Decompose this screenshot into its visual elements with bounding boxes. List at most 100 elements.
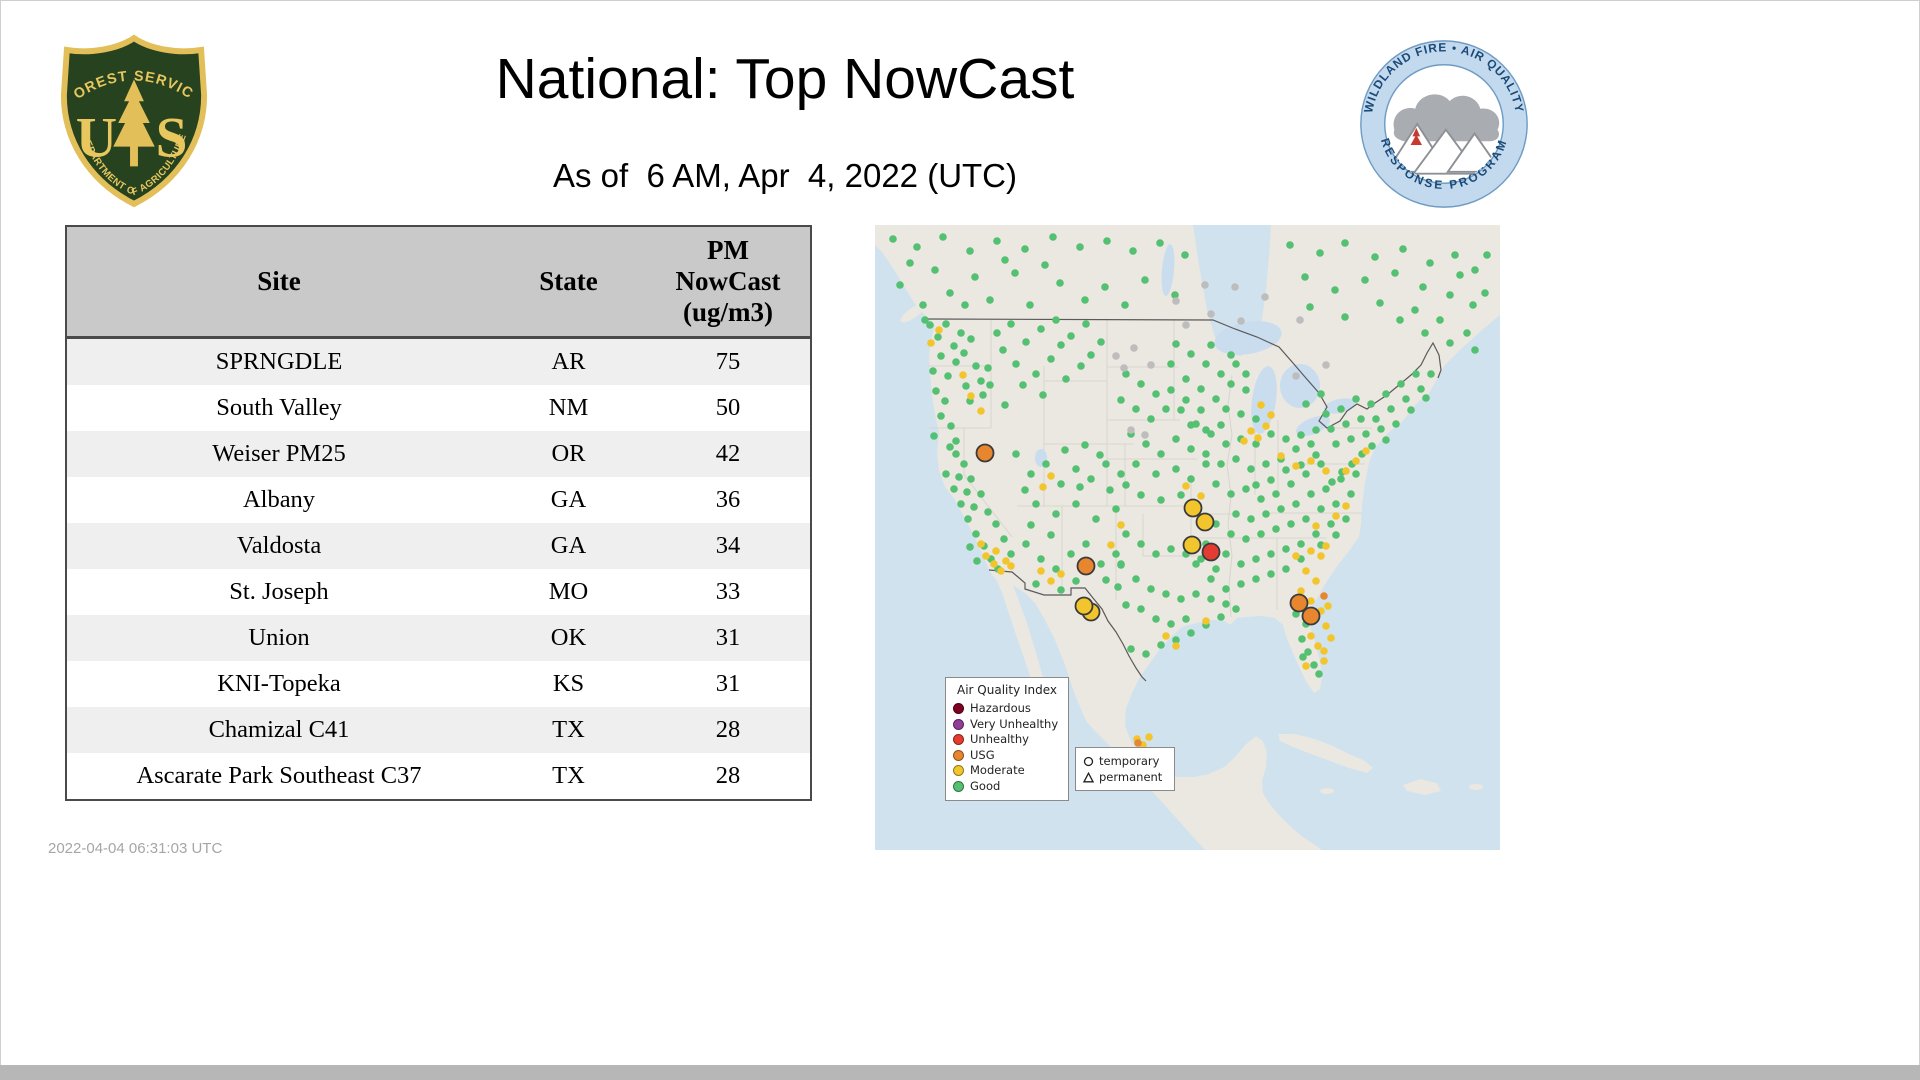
monitor-dot-good	[1362, 430, 1370, 438]
monitor-dot-good	[1317, 460, 1325, 468]
marker-legend-item: permanent	[1083, 769, 1167, 785]
monitor-dot-good	[942, 320, 950, 328]
site-cell: Union	[248, 624, 310, 651]
monitor-dot-good	[1257, 530, 1265, 538]
monitor-dot-good	[1102, 460, 1110, 468]
monitor-dot-good	[1027, 470, 1035, 478]
monitor-dot-good	[1000, 535, 1008, 543]
monitor-dot-good	[1057, 341, 1065, 349]
top-site-marker-usg	[1289, 593, 1309, 613]
monitor-dot-good	[1242, 535, 1250, 543]
vancouver-island	[900, 303, 926, 323]
pm-value-cell: 42	[715, 440, 741, 467]
pm-value-cell: 28	[715, 716, 741, 743]
monitor-dot-good	[906, 259, 914, 267]
monitor-dot-inactive	[1231, 283, 1239, 291]
monitor-dot-good	[1328, 478, 1336, 486]
monitor-dot-good	[977, 490, 985, 498]
monitor-dot-good	[1232, 510, 1240, 518]
state-cell: MO	[548, 578, 589, 605]
monitor-dot-good	[1172, 636, 1180, 644]
us-air-quality-map: Air Quality Index Hazardous Very Unhealth…	[875, 225, 1500, 850]
monitor-dot-moderate	[1039, 483, 1047, 491]
monitor-dot-good	[1026, 301, 1034, 309]
monitor-dots-layer	[889, 233, 1491, 757]
monitor-dot-good	[1197, 385, 1205, 393]
monitor-dot-good	[1137, 491, 1145, 499]
monitor-dot-good	[1341, 313, 1349, 321]
aqi-legend-label: USG	[970, 747, 995, 762]
monitor-dot-good	[1157, 496, 1165, 504]
monitor-dot-good	[1032, 370, 1040, 378]
monitor-dot-good	[1247, 515, 1255, 523]
monitor-dot-inactive	[1322, 361, 1330, 369]
monitor-dot-good	[1387, 405, 1395, 413]
monitor-dot-good	[1232, 455, 1240, 463]
monitor-dot-good	[1001, 256, 1009, 264]
monitor-dot-good	[1167, 360, 1175, 368]
monitor-dot-good	[1247, 465, 1255, 473]
monitor-dot-good	[1156, 239, 1164, 247]
monitor-dot-good	[1217, 613, 1225, 621]
monitor-dot-good	[1222, 600, 1230, 608]
aqi-legend-item: Very Unhealthy	[953, 717, 1061, 733]
col-header-state: State	[491, 226, 646, 339]
monitor-dot-moderate	[1182, 482, 1190, 490]
monitor-dot-good	[1152, 470, 1160, 478]
monitor-dot-good	[1207, 575, 1215, 583]
monitor-dot-good	[950, 342, 958, 350]
monitor-dot-good	[966, 247, 974, 255]
monitor-dot-good	[1298, 635, 1306, 643]
state-cell: KS	[552, 670, 585, 697]
monitor-dot-moderate	[1057, 570, 1065, 578]
monitor-dot-good	[926, 321, 934, 329]
monitor-dot-good	[1007, 320, 1015, 328]
monitor-dot-good	[1001, 401, 1009, 409]
monitor-dot-good	[1310, 661, 1318, 669]
monitor-dot-good	[1022, 338, 1030, 346]
monitor-dot-good	[1181, 251, 1189, 259]
monitor-dot-good	[979, 391, 987, 399]
monitor-dot-inactive	[1141, 431, 1149, 439]
table-row: SPRNGDLE AR 75	[66, 337, 811, 385]
monitor-dot-moderate	[1047, 577, 1055, 585]
aqi-legend-item: Moderate	[953, 763, 1061, 779]
monitor-dot-good	[1021, 245, 1029, 253]
monitor-dot-good	[1347, 490, 1355, 498]
monitor-dot-good	[1047, 531, 1055, 539]
monitor-dot-good	[1446, 291, 1454, 299]
monitor-dot-good	[1052, 316, 1060, 324]
monitor-dot-good	[1049, 233, 1057, 241]
monitor-dot-good	[1352, 470, 1360, 478]
monitor-dot-inactive	[1172, 297, 1180, 305]
monitor-dot-good	[1267, 476, 1275, 484]
monitor-dot-good	[1267, 550, 1275, 558]
monitor-dot-good	[1412, 370, 1420, 378]
monitor-dot-moderate	[1117, 521, 1125, 529]
monitor-dot-good	[1317, 390, 1325, 398]
monitor-dot-moderate	[1327, 634, 1335, 642]
monitor-dot-good	[1331, 286, 1339, 294]
monitor-dot-good	[952, 358, 960, 366]
monitor-dot-good	[1137, 605, 1145, 613]
monitor-dot-good	[1222, 550, 1230, 558]
monitor-dot-good	[941, 397, 949, 405]
monitor-dot-moderate	[1292, 552, 1300, 560]
monitor-dot-good	[1292, 500, 1300, 508]
monitor-dot-good	[1052, 565, 1060, 573]
monitor-dot-good	[1481, 289, 1489, 297]
monitor-dot-good	[986, 296, 994, 304]
col-header-pm-nowcast: PM NowCast (ug/m3)	[646, 226, 811, 339]
monitor-dot-good	[1012, 360, 1020, 368]
monitor-dot-good	[921, 316, 929, 324]
monitor-dot-moderate	[1307, 547, 1315, 555]
monitor-dot-good	[1122, 481, 1130, 489]
monitor-dot-good	[1039, 391, 1047, 399]
monitor-dot-good	[1372, 415, 1380, 423]
monitor-dot-moderate	[1307, 597, 1315, 605]
monitor-dot-good	[1302, 400, 1310, 408]
monitor-dot-good	[961, 301, 969, 309]
monitor-dot-good	[960, 349, 968, 357]
monitor-dot-good	[1451, 251, 1459, 259]
monitor-dot-good	[986, 381, 994, 389]
